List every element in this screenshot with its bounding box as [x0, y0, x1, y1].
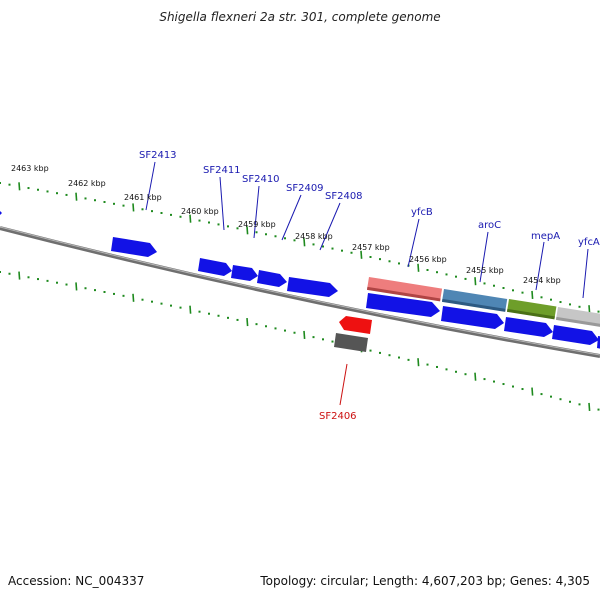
kbp-label: 2457 kbp	[352, 243, 390, 252]
gene-arrow-yfcB[interactable]	[366, 293, 440, 317]
gene-label-SF2410[interactable]: SF2410	[242, 174, 280, 185]
major-tick	[417, 358, 420, 367]
gene-arrow-edge[interactable]	[0, 207, 2, 219]
kbp-label: 2460 kbp	[181, 207, 219, 216]
major-tick	[132, 293, 135, 302]
gene-label-mepA[interactable]: mepA	[531, 231, 560, 242]
kbp-label: 2458 kbp	[295, 232, 333, 241]
kbp-label: 2463 kbp	[11, 164, 49, 173]
kbp-label: 2462 kbp	[68, 179, 106, 188]
feature-block-yfcB[interactable]	[367, 276, 443, 301]
kbp-label: 2459 kbp	[238, 220, 276, 229]
kbp-label: 2461 kbp	[124, 193, 162, 202]
major-tick	[474, 277, 477, 286]
feature-block-aroC[interactable]	[442, 289, 508, 311]
kbp-label: 2455 kbp	[466, 266, 504, 275]
major-tick	[588, 402, 591, 412]
major-tick	[417, 263, 420, 272]
gene-arrow-aroC[interactable]	[441, 306, 504, 329]
gene-label-yfcA[interactable]: yfcA	[578, 237, 600, 248]
gene-arrow-SF2408[interactable]	[287, 277, 338, 297]
kbp-label: 2456 kbp	[409, 255, 447, 264]
major-tick	[531, 387, 534, 396]
gene-label-SF2413[interactable]: SF2413	[139, 150, 177, 161]
major-tick	[303, 330, 306, 339]
gene-label-yfcB[interactable]: yfcB	[411, 207, 433, 218]
gene-block-SF2406[interactable]	[334, 333, 368, 352]
gene-label-SF2406[interactable]: SF2406	[319, 411, 357, 422]
major-tick	[588, 305, 591, 314]
gene-arrow-mepA[interactable]	[504, 317, 553, 337]
gene-label-SF2409[interactable]: SF2409	[286, 183, 324, 194]
major-tick	[474, 372, 477, 381]
major-tick	[246, 317, 249, 327]
gene-arrow-yfcA[interactable]	[552, 325, 599, 345]
major-tick	[18, 271, 21, 280]
major-tick	[303, 238, 306, 247]
kbp-labels: 2463 kbp 2462 kbp 2461 kbp 2460 kbp 2459…	[11, 164, 561, 285]
gene-arrow-red[interactable]	[339, 316, 372, 334]
feature-block-mepA[interactable]	[507, 299, 557, 319]
major-tick	[189, 305, 192, 314]
major-tick	[189, 214, 192, 223]
outer-tick-track	[0, 182, 600, 314]
major-tick	[75, 282, 78, 291]
kbp-label: 2454 kbp	[523, 276, 561, 285]
gene-arrow-SF2411[interactable]	[198, 258, 232, 276]
gene-arrow-partial[interactable]	[597, 336, 600, 350]
major-tick	[360, 250, 363, 259]
major-tick	[132, 203, 135, 212]
map-title: Shigella flexneri 2a str. 301, complete …	[159, 10, 441, 24]
reverse-genes	[334, 316, 372, 352]
feature-band	[366, 276, 600, 327]
major-tick	[531, 290, 534, 300]
gene-label-aroC[interactable]: aroC	[478, 220, 501, 231]
feature-block-yfcA[interactable]	[556, 307, 600, 326]
accession-label: Accession: NC_004337	[8, 574, 145, 588]
major-tick	[246, 226, 249, 235]
genome-backbone	[0, 226, 600, 358]
label-leaders	[145, 161, 589, 406]
gene-labels: SF2413 SF2411 SF2410 SF2409 SF2408 yfcB …	[139, 150, 600, 422]
gene-label-SF2408[interactable]: SF2408	[325, 191, 363, 202]
band-genes	[366, 293, 600, 350]
gene-arrow-SF2413[interactable]	[111, 237, 157, 257]
major-tick	[18, 182, 21, 191]
gene-label-SF2411[interactable]: SF2411	[203, 165, 241, 176]
major-tick	[75, 192, 78, 201]
gene-arrow-SF2409[interactable]	[257, 270, 287, 287]
gene-arrow-SF2410[interactable]	[231, 265, 258, 281]
forward-genes	[0, 207, 338, 297]
genome-summary: Topology: circular; Length: 4,607,203 bp…	[260, 574, 590, 588]
